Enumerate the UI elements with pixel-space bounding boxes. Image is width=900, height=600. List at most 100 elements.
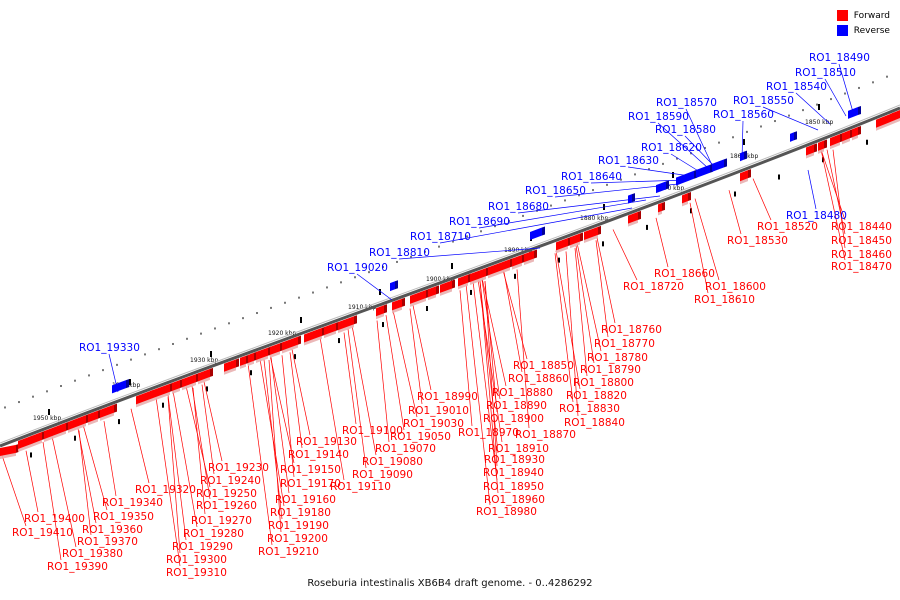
- forward-gene-label: RO1_19380: [62, 548, 123, 560]
- forward-gene: [248, 351, 257, 366]
- forward-gene-label: RO1_18880: [492, 387, 553, 399]
- forward-leader-line: [575, 245, 595, 364]
- scale-dot: [228, 322, 230, 325]
- reverse-gene: [848, 105, 861, 119]
- reverse-leader-line: [795, 92, 831, 125]
- forward-gene: [740, 169, 751, 185]
- forward-gene-label: RO1_18960: [484, 494, 545, 506]
- reverse-gene-label: RO1_18680: [488, 201, 549, 213]
- forward-leader-line: [281, 355, 295, 478]
- gene-features: [0, 105, 900, 459]
- forward-gene-label: RO1_18930: [484, 454, 545, 466]
- scale-dot: [872, 81, 874, 84]
- reverse-gene-label: RO1_18560: [713, 109, 774, 121]
- forward-gene-label: RO1_19170: [280, 478, 341, 490]
- scale-dot: [18, 401, 20, 404]
- forward-gene-label: RO1_19080: [362, 456, 423, 468]
- forward-gene-label: RO1_18910: [488, 443, 549, 455]
- map-caption: Roseburia intestinalis XB6B4 draft genom…: [307, 578, 593, 589]
- forward-leader-line: [269, 355, 295, 464]
- forward-gene: [428, 285, 439, 301]
- forward-gene-label: RO1_19360: [82, 524, 143, 536]
- forward-gene-label: RO1_18890: [486, 400, 547, 412]
- scale-dot: [396, 260, 398, 263]
- forward-gene-label: RO1_18760: [601, 324, 662, 336]
- scale-dot: [368, 271, 370, 274]
- forward-gene: [628, 210, 641, 227]
- scale-dot: [564, 199, 566, 202]
- forward-gene-label: RO1_19400: [24, 513, 85, 525]
- reverse-leader-line: [398, 247, 541, 260]
- forward-gene-label: RO1_19290: [172, 541, 233, 553]
- forward-gene-label: RO1_18520: [757, 221, 818, 233]
- reverse-gene-label: RO1_18650: [525, 185, 586, 197]
- scale-marker: [338, 338, 340, 344]
- forward-gene-label: RO1_19280: [183, 528, 244, 540]
- scale-marker: [426, 306, 428, 312]
- reverse-gene-label: RO1_18690: [449, 216, 510, 228]
- forward-leader-line: [595, 240, 609, 338]
- forward-leader-line: [347, 328, 367, 469]
- tick-mark: [48, 409, 50, 415]
- forward-gene-label: RO1_18900: [483, 413, 544, 425]
- forward-leader-line: [565, 251, 579, 417]
- scale-dot: [816, 103, 818, 106]
- forward-leader-line: [728, 190, 742, 235]
- legend-reverse: Reverse: [836, 23, 890, 38]
- reverse-leader-line: [670, 153, 701, 173]
- scale-dot: [676, 157, 678, 160]
- forward-gene-label: RO1_19410: [12, 527, 73, 539]
- forward-leader-line: [291, 349, 311, 436]
- scale-dot: [74, 379, 76, 382]
- forward-gene-label: RO1_19370: [77, 536, 138, 548]
- forward-gene: [440, 279, 455, 296]
- scale-dot: [46, 390, 48, 393]
- forward-gene-label: RO1_19140: [288, 449, 349, 461]
- legend-forward: Forward: [836, 8, 890, 23]
- reverse-leader-line: [590, 179, 687, 184]
- forward-gene-label: RO1_19180: [270, 507, 331, 519]
- reverse-gene: [712, 158, 727, 172]
- forward-gene-label: RO1_19130: [296, 436, 357, 448]
- scale-marker: [646, 224, 648, 230]
- forward-gene-label: RO1_18780: [587, 352, 648, 364]
- tick-label: 1930 kbp: [190, 357, 218, 364]
- forward-gene: [198, 367, 213, 385]
- tick-label: 1920 kbp: [268, 330, 296, 337]
- forward-leader-line: [289, 352, 303, 449]
- legend-reverse-label: Reverse: [853, 25, 890, 36]
- forward-leader-line: [201, 384, 215, 475]
- scale-dot: [452, 240, 454, 243]
- forward-gene-label: RO1_18980: [476, 506, 537, 518]
- reverse-leader-line: [684, 135, 715, 167]
- scale-dot: [690, 152, 692, 155]
- scale-dot: [662, 162, 664, 165]
- scale-dot: [424, 250, 426, 253]
- forward-gene-label: RO1_19270: [191, 515, 252, 527]
- forward-leader-line: [155, 397, 181, 567]
- forward-leader-line: [130, 408, 150, 484]
- forward-leader-line: [484, 281, 498, 413]
- tick-label: 1870 kbp: [656, 185, 684, 192]
- scale-marker: [74, 435, 76, 441]
- forward-leader-line: [82, 424, 108, 511]
- tick-label: 1950 kbp: [33, 415, 61, 422]
- forward-gene-label: RO1_18940: [483, 467, 544, 479]
- scale-dot: [788, 114, 790, 117]
- reverse-swatch: [836, 25, 848, 36]
- reverse-gene: [530, 226, 545, 240]
- forward-leader-line: [689, 202, 709, 294]
- scale-marker: [690, 208, 692, 214]
- tick-mark: [743, 139, 745, 145]
- forward-leader-line: [472, 281, 498, 481]
- scale-dot: [830, 98, 832, 101]
- forward-gene-label: RO1_18870: [515, 429, 576, 441]
- forward-gene: [338, 315, 357, 334]
- scale-dot: [466, 235, 468, 238]
- forward-gene-label: RO1_18820: [566, 390, 627, 402]
- scale-dot: [158, 348, 160, 351]
- scale-dot: [746, 130, 748, 133]
- forward-gene-label: RO1_19190: [268, 520, 329, 532]
- forward-gene: [224, 358, 239, 375]
- scale-marker: [250, 370, 252, 376]
